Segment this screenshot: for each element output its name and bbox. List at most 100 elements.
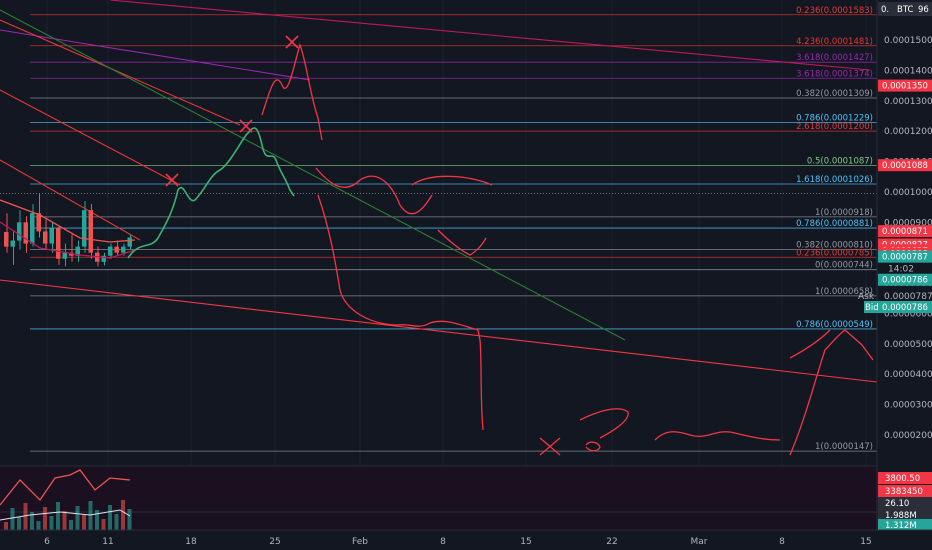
- price-tag: [878, 250, 932, 263]
- price-tick: 0.0001000: [884, 188, 932, 198]
- freehand-stroke: [317, 194, 484, 431]
- candle-body: [10, 240, 15, 247]
- fib-label: 0.786(0.0001229): [796, 113, 873, 123]
- time-tick: 18: [185, 537, 197, 547]
- candle-body: [36, 213, 41, 232]
- price-tick: 0.0000300: [884, 401, 932, 411]
- time-tick: 25: [269, 537, 280, 547]
- trend-line: [0, 279, 878, 383]
- fib-label: 1(0.0000658): [815, 287, 873, 297]
- fib-label: 3.618(0.0001374): [796, 69, 873, 79]
- time-tick: 22: [606, 537, 617, 547]
- volume-bar: [108, 505, 112, 530]
- fib-label: 0(0.0000744): [815, 261, 873, 271]
- fib-label: 0.382(0.0001309): [796, 89, 873, 99]
- volume-bar: [4, 522, 8, 530]
- candle-body: [56, 228, 61, 259]
- freehand-stroke: [261, 43, 323, 141]
- indicator-tag-label: 3383450: [885, 487, 923, 497]
- candle-body: [62, 252, 67, 259]
- price-tag: [878, 273, 932, 286]
- fib-label: 0.382(0.0000810): [796, 241, 873, 251]
- candle-body: [43, 231, 48, 244]
- volume-bar: [69, 520, 73, 530]
- bid-label: Bid: [865, 303, 879, 313]
- time-axis[interactable]: 6 11 18 25 Feb 8 15 22 Mar 8 15: [0, 529, 932, 550]
- ma-line: [0, 221, 136, 259]
- projection-green: [127, 127, 295, 259]
- countdown-label: 14:02: [888, 265, 914, 275]
- currency-value: 96: [918, 5, 929, 15]
- price-tick: 0.0000500: [884, 340, 932, 350]
- indicator-tag: [878, 519, 932, 531]
- volume-bar: [49, 516, 54, 530]
- candle-body: [30, 213, 35, 244]
- fib-label: 0.5(0.0001087): [807, 156, 873, 166]
- x-marker: [285, 35, 299, 49]
- x-marker: [165, 173, 179, 187]
- fib-label: 1(0.0000918): [815, 208, 873, 218]
- time-tick: Mar: [691, 537, 708, 547]
- time-tick: 8: [779, 537, 785, 547]
- fib-label: 0.786(0.0000549): [796, 320, 873, 330]
- indicator-tag-label: 1.312M: [885, 521, 917, 531]
- candle-body: [82, 210, 87, 247]
- freehand-stroke: [579, 408, 629, 439]
- price-tag-label: 0.0000871: [882, 227, 928, 237]
- bid-value: 0.0000786: [882, 303, 928, 313]
- candle-body: [101, 255, 106, 262]
- indicator-line: [0, 469, 131, 506]
- ma-line: [0, 199, 136, 243]
- volume-bar: [114, 514, 119, 530]
- candle-body: [69, 252, 74, 256]
- fib-levels: 0.236(0.0001583) 4.236(0.0001481) 3.618(0.…: [0, 6, 877, 452]
- freehand-stroke: [437, 229, 487, 256]
- price-tick: 0.0000900: [884, 218, 932, 228]
- candle-body: [17, 222, 22, 241]
- time-tick: 15: [520, 537, 531, 547]
- price-axis[interactable]: 0.0001500 0.0001400 0.0001300 0.0001200 0.00…: [858, 0, 932, 550]
- ask-label: Ask: [858, 292, 875, 302]
- price-tick: 0.0001400: [884, 66, 932, 76]
- candle-body: [108, 246, 113, 256]
- volume-bar: [82, 515, 86, 530]
- fib-label: 0.236(0.0000785): [796, 248, 873, 258]
- price-tick: 0.0000600: [884, 309, 932, 319]
- volume-bar: [62, 511, 67, 530]
- freehand-stroke: [654, 431, 781, 441]
- freehand-stroke: [585, 441, 601, 452]
- fib-label: 3.618(0.0001427): [796, 53, 873, 63]
- candle-body: [23, 222, 28, 244]
- price-tick: 0.0001300: [884, 97, 932, 107]
- indicator-tag: [878, 472, 932, 484]
- indicator-tag-label: 26.10: [885, 499, 909, 509]
- fib-label: 0.236(0.0001583): [796, 6, 873, 16]
- trend-line: [0, 19, 241, 126]
- time-axis-bg: [0, 530, 932, 550]
- volume-bar: [101, 519, 106, 530]
- indicator-tag: [878, 485, 932, 497]
- trend-line: [0, 89, 181, 186]
- volume-bar: [10, 508, 15, 530]
- price-tag: [878, 159, 932, 172]
- time-tick: Feb: [352, 537, 368, 547]
- price-tag-label: 0.0000786: [882, 276, 928, 286]
- time-tick: 15: [860, 537, 871, 547]
- bid-badge: [864, 301, 878, 313]
- freehand-stroke: [789, 329, 831, 359]
- freehand-stroke: [315, 167, 433, 215]
- volume-bar: [17, 517, 21, 530]
- volume-panel: [0, 465, 932, 530]
- candle-body: [49, 228, 54, 244]
- candle-body: [4, 232, 9, 247]
- price-tick: 0.0001500: [884, 36, 932, 46]
- time-tick: 6: [44, 537, 50, 547]
- indicator-panel-bg: [0, 466, 877, 530]
- fib-label: 2.618(0.0001200): [796, 122, 873, 132]
- fib-label: 1.618(0.0001026): [796, 175, 873, 185]
- indicator-line: [0, 509, 131, 521]
- volume-bar: [88, 501, 93, 530]
- symbol-tag: 0.: [881, 5, 889, 15]
- price-tag: [878, 79, 932, 92]
